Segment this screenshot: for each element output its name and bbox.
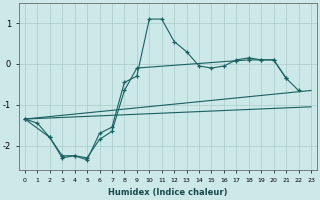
X-axis label: Humidex (Indice chaleur): Humidex (Indice chaleur) [108,188,228,197]
